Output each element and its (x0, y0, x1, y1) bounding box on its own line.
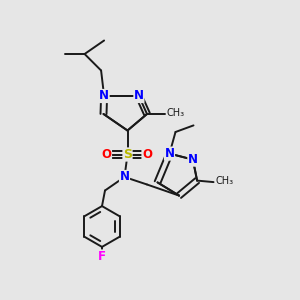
Text: N: N (99, 89, 109, 103)
Text: S: S (123, 148, 132, 161)
Text: F: F (98, 250, 106, 263)
Text: N: N (164, 147, 175, 160)
Text: CH₃: CH₃ (215, 176, 233, 186)
Text: N: N (188, 153, 198, 166)
Text: O: O (101, 148, 112, 161)
Text: N: N (134, 89, 144, 103)
Text: CH₃: CH₃ (167, 107, 184, 118)
Text: N: N (119, 170, 130, 184)
Text: O: O (142, 148, 152, 161)
